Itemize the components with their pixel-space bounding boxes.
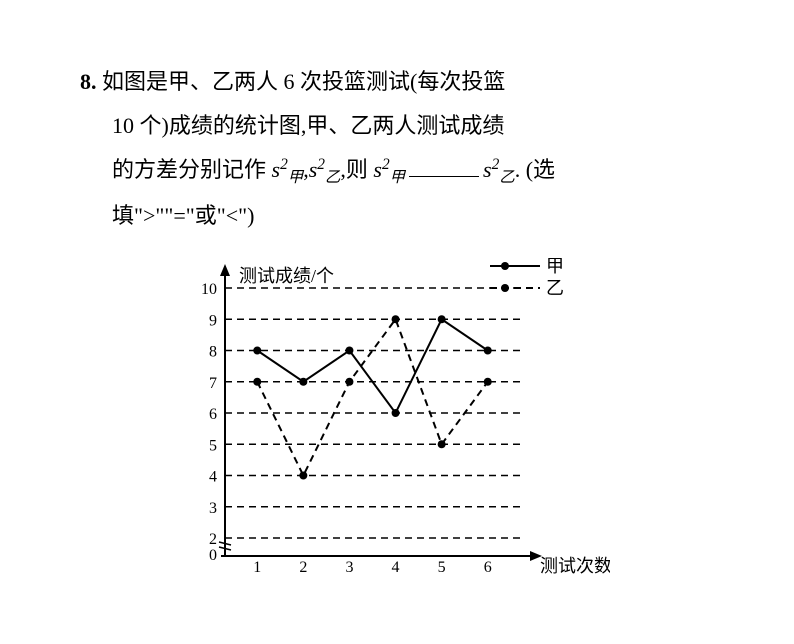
svg-text:2: 2: [209, 531, 217, 548]
svg-text:6: 6: [484, 559, 492, 576]
chart-container: 2 3 4 5 6 7 8 9 10 0 1 2 3 4 5 6 测试次数 测试成绩/个 甲乙: [170, 258, 734, 583]
svg-text:6: 6: [209, 406, 217, 423]
svg-text:9: 9: [209, 312, 217, 329]
svg-text:2: 2: [299, 559, 307, 576]
svg-text:4: 4: [209, 469, 217, 486]
svg-text:10: 10: [201, 281, 217, 298]
question-number: 8.: [80, 69, 97, 94]
svg-text:4: 4: [392, 559, 400, 576]
math-s-jia: s2甲: [272, 157, 304, 182]
question-line-2: 10 个)成绩的统计图,甲、乙两人测试成绩: [80, 104, 734, 148]
svg-text:5: 5: [438, 559, 446, 576]
svg-text:0: 0: [209, 547, 217, 564]
svg-text:5: 5: [209, 437, 217, 454]
answer-blank: [409, 176, 479, 177]
question-block: 8. 如图是甲、乙两人 6 次投篮测试(每次投篮 10 个)成绩的统计图,甲、乙…: [80, 60, 734, 238]
question-text-1: 如图是甲、乙两人 6 次投篮测试(每次投篮: [102, 69, 505, 94]
math-s-jia-2: s2甲: [373, 157, 405, 182]
svg-text:乙: 乙: [546, 278, 564, 298]
question-line-1: 8. 如图是甲、乙两人 6 次投篮测试(每次投篮: [80, 60, 734, 104]
svg-text:1: 1: [253, 559, 261, 576]
svg-text:7: 7: [209, 375, 217, 392]
math-s-yi: s2乙: [309, 157, 341, 182]
svg-text:甲: 甲: [546, 258, 564, 276]
line-chart: 2 3 4 5 6 7 8 9 10 0 1 2 3 4 5 6 测试次数 测试成绩/个 甲乙: [170, 258, 610, 578]
svg-text:测试成绩/个: 测试成绩/个: [239, 266, 334, 286]
math-s-yi-2: s2乙: [483, 157, 515, 182]
question-line-4: 填">""="或"<"): [80, 194, 734, 238]
svg-text:3: 3: [209, 500, 217, 517]
question-line-3: 的方差分别记作 s2甲,s2乙,则 s2甲s2乙. (选: [80, 148, 734, 194]
svg-text:测试次数: 测试次数: [540, 556, 610, 576]
svg-text:3: 3: [345, 559, 353, 576]
svg-text:8: 8: [209, 344, 217, 361]
